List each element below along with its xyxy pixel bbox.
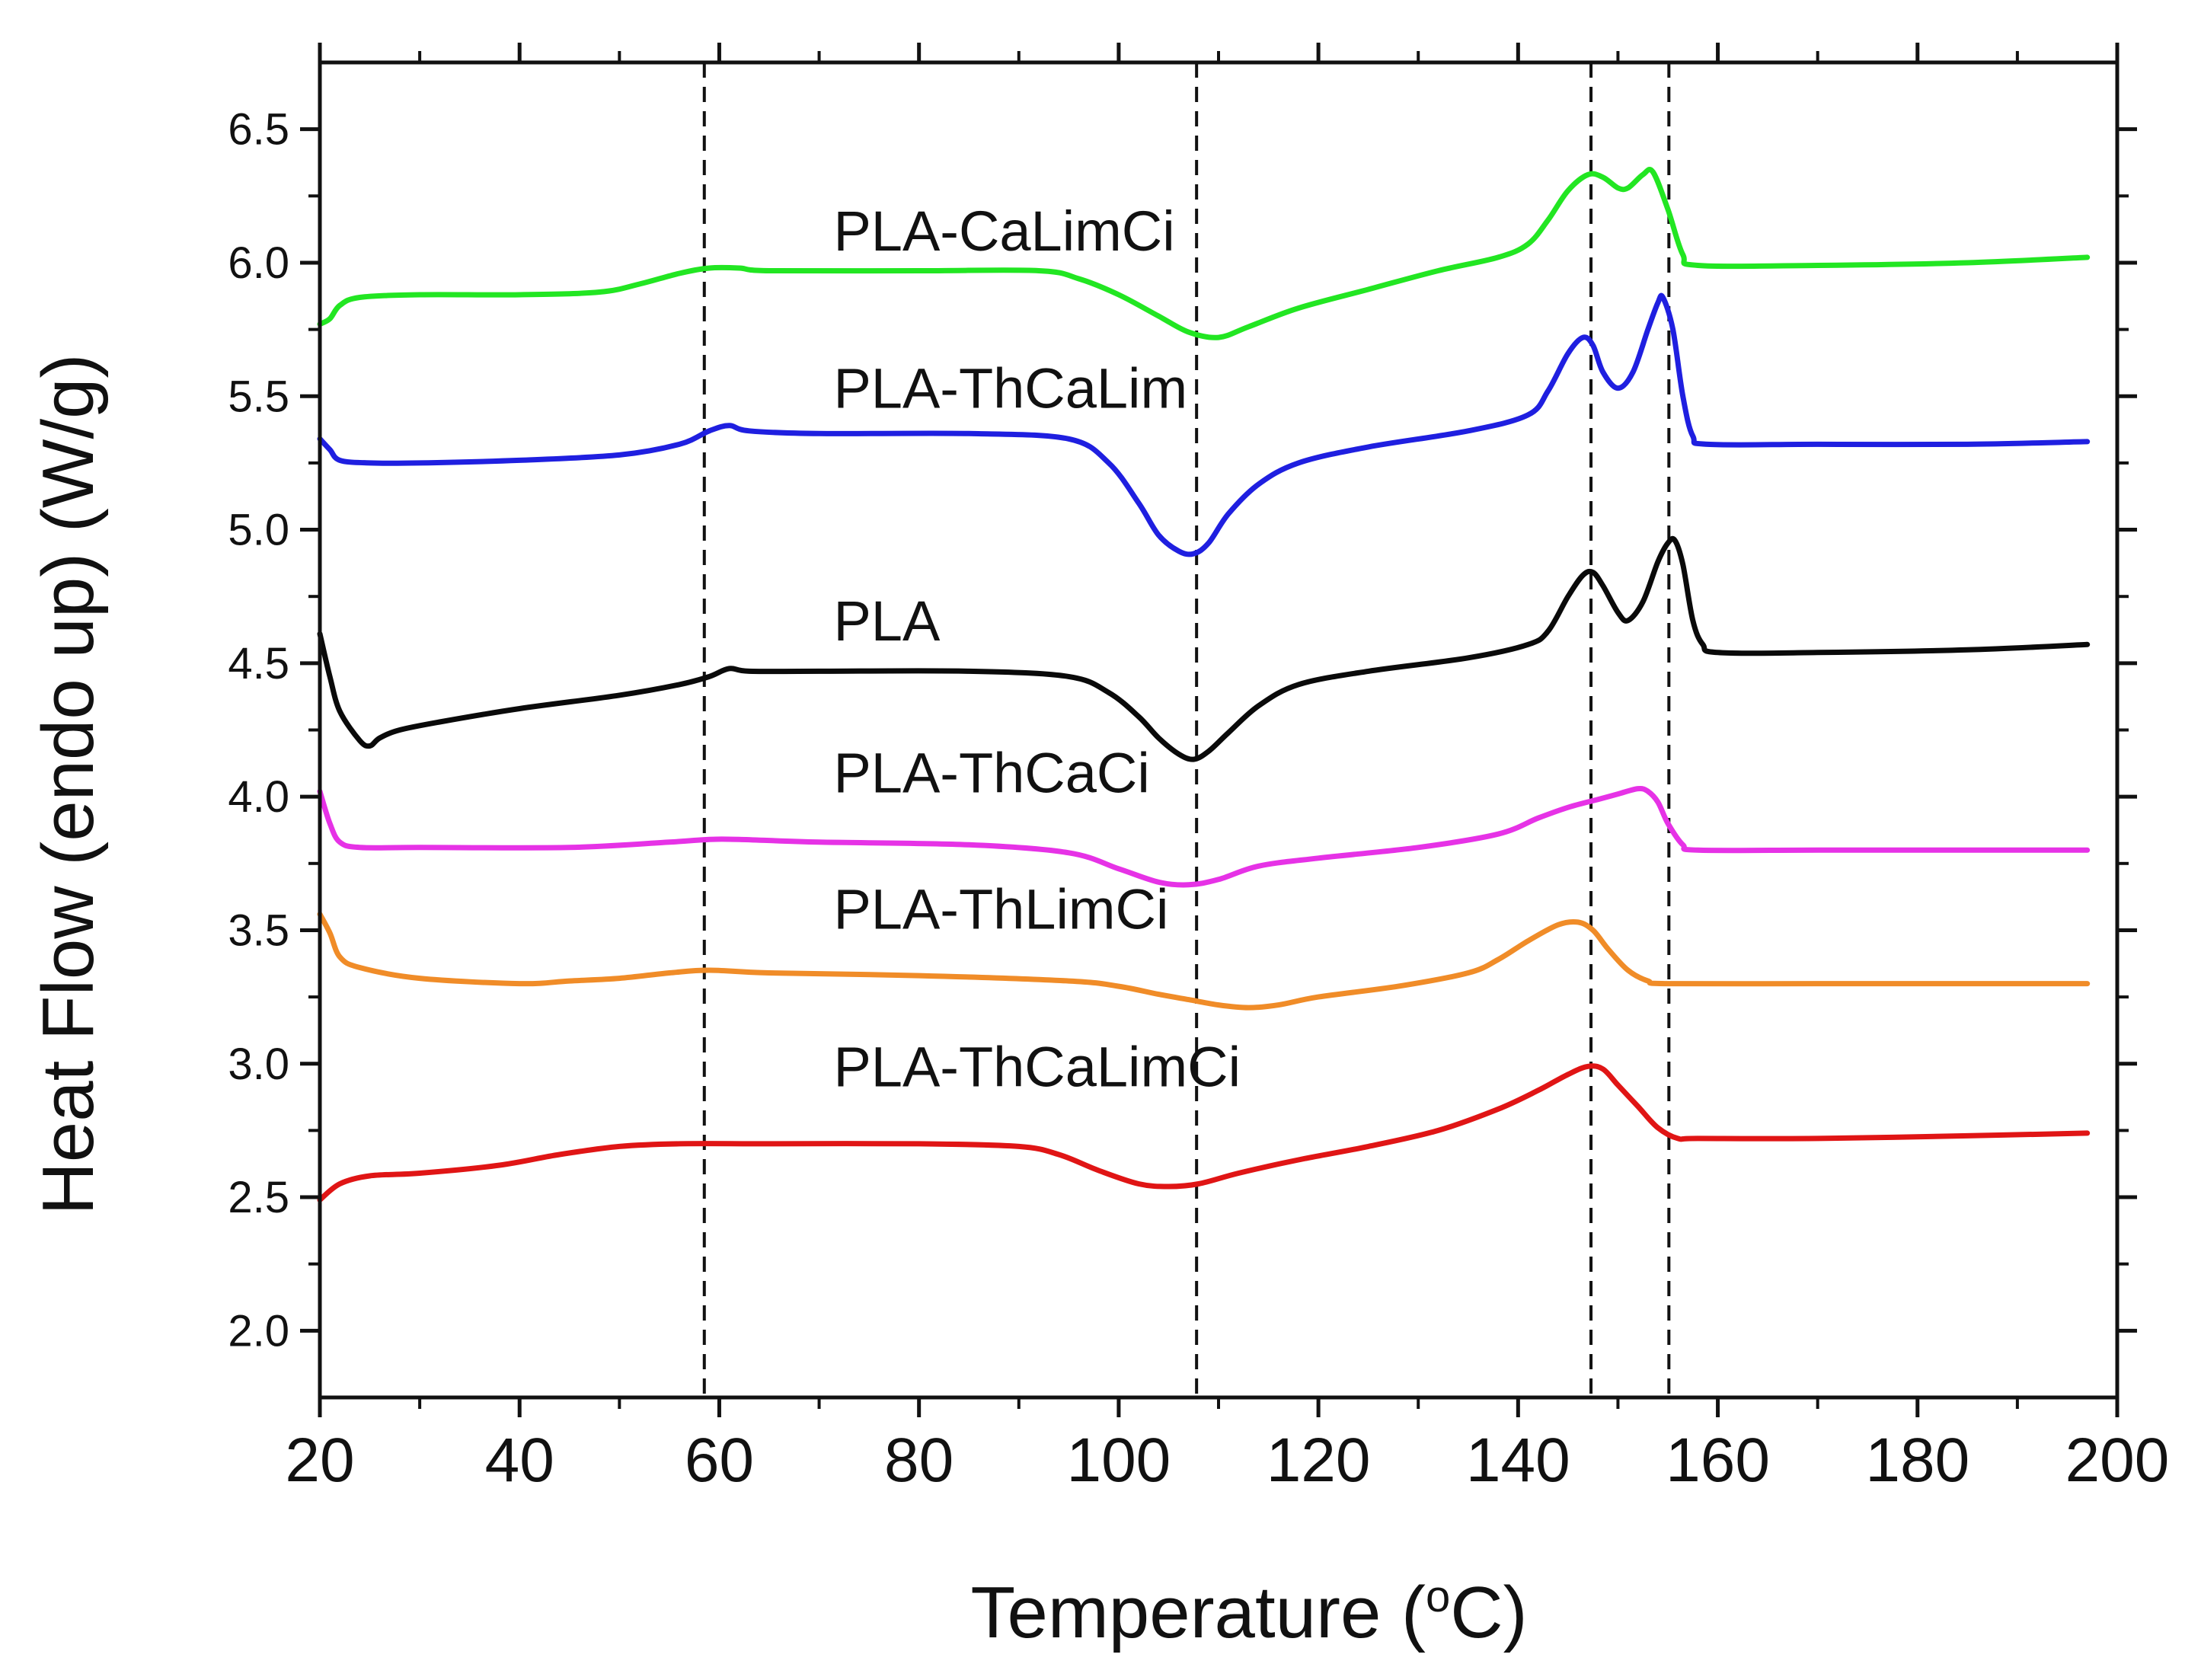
x-tick-label: 160 [1666,1426,1770,1495]
y-tick-label: 6.0 [228,238,289,288]
y-tick-label: 4.0 [228,772,289,822]
x-tick-label: 20 [285,1426,354,1495]
series-layer [317,167,2091,1203]
y-tick-label: 3.5 [228,905,289,955]
series-label-pla-thcalim: PLA-ThCaLim [833,357,1187,420]
x-tick-label: 60 [685,1426,754,1495]
y-tick-label: 4.5 [228,639,289,688]
x-tick-label: 120 [1267,1426,1371,1495]
series-label-pla: PLA [833,589,941,653]
y-tick-label: 5.5 [228,372,289,421]
x-tick-label: 80 [884,1426,954,1495]
reference-lines [702,62,1671,1397]
y-tick-label: 3.0 [228,1040,289,1089]
y-tick-labels: 2.0 2.5 3.0 3.5 4.0 4.5 5.0 5.5 6.0 6.5 [228,105,289,1356]
y-axis-title: Heat Flow (endo up) (W/g) [27,353,109,1215]
series-line-pla-thcaci [317,785,2091,888]
x-tick-label: 180 [1865,1426,1969,1495]
series-line-pla-thlimci [317,911,2091,1011]
y-tick-label: 6.5 [228,105,289,155]
y-tick-label: 2.0 [228,1306,289,1356]
series-line-pla-calimci [317,167,2091,340]
y-tick-label: 2.5 [228,1173,289,1222]
series-label-pla-thcalimci: PLA-ThCaLimCi [833,1035,1241,1098]
y-tick-label: 5.0 [228,506,289,555]
x-tick-labels: 20 40 60 80 100 120 140 160 180 200 [285,1426,2169,1495]
series-line-pla-thcalimci [317,1063,2091,1203]
series-labels: PLA-CaLimCi PLA-ThCaLim PLA PLA-ThCaCi PLA-T… [833,200,1241,1098]
x-tick-label: 40 [485,1426,554,1495]
series-line-pla [317,535,2091,762]
x-axis-title-main: Temperature ( [970,1572,1426,1653]
series-label-pla-thcaci: PLA-ThCaCi [833,742,1149,805]
axis-ticks [300,43,2137,1417]
x-axis-title-degree: o [1426,1572,1450,1621]
x-axis-title-unit: C) [1450,1572,1527,1653]
x-tick-label: 100 [1066,1426,1171,1495]
series-line-pla-thcalim [317,292,2091,557]
x-tick-label: 200 [2065,1426,2170,1495]
x-axis-title: Temperature (oC) [970,1572,1527,1653]
series-label-pla-thlimci: PLA-ThLimCi [833,877,1168,941]
x-tick-label: 140 [1466,1426,1570,1495]
series-label-pla-calimci: PLA-CaLimCi [833,200,1174,263]
